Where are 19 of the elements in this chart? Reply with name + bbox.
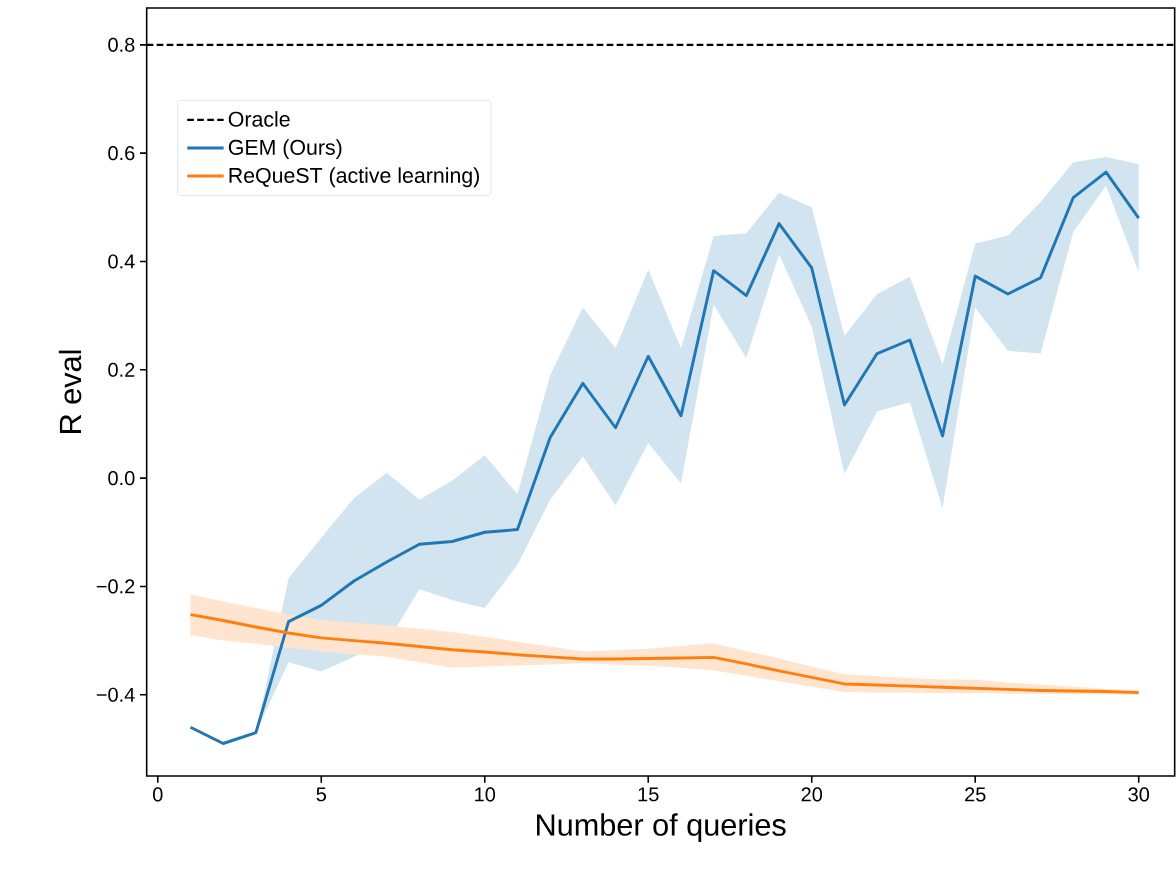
x-tick-label: 0 bbox=[153, 787, 163, 802]
legend-label: GEM (Ours) bbox=[228, 139, 342, 160]
x-tick-label: 20 bbox=[801, 787, 823, 802]
y-tick-label: 0.4 bbox=[108, 254, 135, 269]
x-tick-label: 5 bbox=[316, 787, 326, 802]
y-tick-label: −0.4 bbox=[96, 687, 135, 702]
y-tick-label: 0.6 bbox=[108, 146, 135, 161]
x-tick-label: 10 bbox=[475, 787, 496, 802]
x-axis-title: Number of queries bbox=[537, 813, 786, 842]
x-tick-label: 15 bbox=[638, 787, 659, 802]
y-tick-label: −0.2 bbox=[96, 579, 135, 594]
x-tick-label: 30 bbox=[1128, 787, 1150, 802]
y-tick-label: 0.2 bbox=[108, 362, 135, 377]
y-tick-label: 0.8 bbox=[108, 37, 135, 52]
legend-label: Oracle bbox=[228, 111, 290, 127]
x-tick-label: 25 bbox=[965, 787, 986, 802]
y-tick-label: 0.0 bbox=[108, 471, 135, 486]
y-axis-title: R eval bbox=[58, 350, 82, 433]
legend-label: ReQueST (active learning) bbox=[229, 167, 479, 188]
